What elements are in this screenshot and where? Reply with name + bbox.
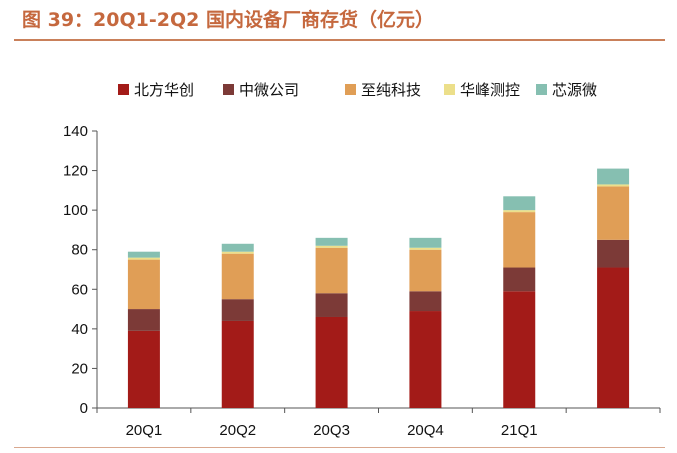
legend-swatch xyxy=(223,84,234,95)
bar-segment xyxy=(221,243,254,252)
y-tick-label: 80 xyxy=(71,242,88,259)
x-tick-label: 20Q1 xyxy=(126,422,163,439)
y-tick-label: 60 xyxy=(71,281,88,298)
y-tick-label: 20 xyxy=(71,360,88,377)
x-tick-label: 20Q3 xyxy=(313,422,350,439)
bar-segment xyxy=(127,259,160,310)
y-tick-label: 40 xyxy=(71,321,88,338)
bar-segment xyxy=(127,251,160,258)
bar-segment xyxy=(597,239,630,268)
legend-label: 华峰测控 xyxy=(460,81,520,99)
bar-segment xyxy=(127,309,160,331)
bar-segment xyxy=(127,330,160,408)
y-tick-label: 120 xyxy=(63,163,88,180)
bar-segment xyxy=(503,291,536,408)
bar-segment xyxy=(409,249,442,292)
legend-swatch xyxy=(345,84,356,95)
bar-segment xyxy=(597,267,630,408)
bar-segment xyxy=(503,212,536,268)
legend-label: 芯源微 xyxy=(552,81,597,99)
title-divider xyxy=(14,39,665,41)
x-tick-label: 21Q1 xyxy=(501,422,538,439)
bar-segment xyxy=(409,247,442,250)
y-tick-label: 140 xyxy=(63,123,88,140)
bar-segment xyxy=(221,253,254,300)
legend-swatch xyxy=(444,84,455,95)
bar-segment xyxy=(221,320,254,408)
bar-segment xyxy=(221,251,254,254)
bar-segment xyxy=(597,168,630,185)
bar-segment xyxy=(315,237,348,246)
bar-segment xyxy=(503,196,536,211)
bar-segment xyxy=(597,184,630,187)
legend-label: 北方华创 xyxy=(134,81,194,99)
x-tick-label: 20Q2 xyxy=(219,422,256,439)
axes: 0 20 40 60 80 100 120 140 20Q1 20Q2 20Q3 20Q4 21Q1 xyxy=(63,123,661,439)
bar-segment xyxy=(597,186,630,240)
legend-swatch xyxy=(536,84,547,95)
bottom-divider xyxy=(14,447,665,448)
y-tick-label: 0 xyxy=(80,400,88,417)
bar-segment xyxy=(127,257,160,260)
legend-swatch xyxy=(118,84,129,95)
bar-segment xyxy=(409,311,442,408)
y-tick-label: 100 xyxy=(63,202,88,219)
bar-segment xyxy=(315,316,348,408)
bar-segment xyxy=(503,210,536,213)
legend: 北方华创 中微公司 至纯科技 华峰测控 芯源微 xyxy=(118,81,597,99)
bar-segment xyxy=(315,247,348,294)
bars xyxy=(127,168,630,408)
legend-label: 中微公司 xyxy=(239,81,299,99)
bar-segment xyxy=(409,291,442,312)
x-tick-label: 20Q4 xyxy=(407,422,444,439)
chart-title: 图 39：20Q1-2Q2 国内设备厂商存货（亿元） xyxy=(22,9,434,31)
bar-segment xyxy=(315,245,348,248)
legend-label: 至纯科技 xyxy=(361,81,421,99)
bar-segment xyxy=(221,299,254,321)
bar-segment xyxy=(315,293,348,317)
bar-segment xyxy=(503,267,536,292)
bar-segment xyxy=(409,237,442,248)
